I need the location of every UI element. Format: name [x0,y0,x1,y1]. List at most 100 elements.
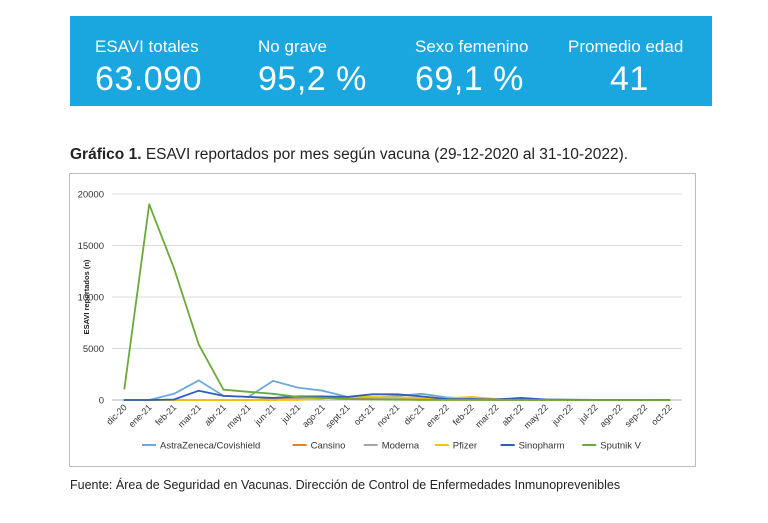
data-point [197,389,200,392]
data-point [445,399,448,401]
data-point [297,399,299,401]
data-point [197,399,200,401]
data-point [222,388,225,391]
data-point [396,395,398,397]
y-tick-label: 20000 [78,190,104,201]
data-point [123,387,126,390]
data-point [247,396,250,398]
legend-item: Pfizer [453,441,477,452]
data-point [272,380,274,382]
data-point [420,395,423,398]
x-tick-label: oct-21 [352,402,377,427]
data-point [420,398,423,401]
data-point [321,395,324,398]
x-tick-label: may-22 [522,402,550,430]
data-point [247,399,250,401]
data-point [396,398,398,401]
data-point [272,399,274,401]
kpi-value: 41 [610,60,649,98]
legend-item: AstraZeneca/Covishield [160,441,260,452]
y-tick-label: 10000 [78,293,104,304]
data-point [420,397,423,399]
y-axis-title: ESAVI reportados (n) [82,259,91,334]
chart-frame: 0 5000 10000 15000 20000 ESAVI reportados (n)… [69,173,696,467]
caption-prefix: Gráfico 1. [70,146,142,163]
data-point [346,396,349,398]
data-point [594,399,597,401]
data-point [396,393,398,396]
line-chart: 0 5000 10000 15000 20000 ESAVI reportados (n)… [78,190,682,452]
kpi-label: Promedio edad [568,37,684,56]
x-tick-label: ago-21 [300,402,327,429]
x-tick-label: jul-21 [279,402,302,425]
y-tick-label: 0 [99,396,104,407]
x-tick-label: ene-21 [127,402,154,429]
kpi-label: No grave [258,37,327,56]
data-point [346,398,349,400]
data-point [222,399,225,401]
x-tick-label: nov-21 [375,402,402,429]
source-note: Fuente: Área de Seguridad en Vacunas. Di… [70,478,621,492]
data-point [495,399,497,401]
kpi-label: Sexo femenino [415,37,529,56]
x-tick-label: mar-21 [176,402,203,429]
data-point [371,393,374,396]
kpi-value: 63.090 [95,60,202,98]
data-point [520,399,522,401]
x-tick-label: jun-21 [252,402,277,427]
data-point [272,397,274,399]
data-point [619,399,621,401]
y-tick-label: 15000 [78,241,104,252]
data-point [544,399,547,401]
data-point [197,379,200,382]
data-point [173,267,175,270]
data-point [173,392,175,395]
data-point [420,392,423,395]
data-point [470,399,473,401]
kpi-banner: ESAVI totales 63.090 No grave 95,2 % Sex… [70,16,712,106]
x-tick-label: ago-22 [598,402,625,429]
x-tick-label: sept-21 [324,402,352,430]
data-point [569,399,572,401]
x-tick-label: ene-22 [424,402,451,429]
data-point [272,392,274,395]
chart-caption: Gráfico 1. ESAVI reportados por mes segú… [70,146,628,164]
legend-item: Sinopharm [519,441,565,452]
data-point [371,398,374,401]
series-line [123,203,670,401]
x-tick-label: dic-21 [402,402,426,426]
data-point [668,399,671,401]
data-point [123,399,126,401]
data-point [371,396,374,398]
data-point [148,399,151,401]
data-point [470,396,473,398]
data-point [197,343,200,346]
data-point [643,399,646,401]
legend-item: Sputnik V [600,441,641,452]
x-tick-label: oct-22 [649,402,674,427]
y-tick-label: 5000 [83,344,104,355]
kpi-value: 69,1 % [415,60,524,98]
legend-item: Cansino [311,441,346,452]
data-point [520,397,522,399]
x-tick-label: feb-21 [153,402,178,427]
x-tick-label: jun-22 [549,402,574,427]
x-tick-label: jul-22 [576,402,599,425]
kpi-label: ESAVI totales [95,37,199,56]
data-point [321,397,324,399]
data-point [396,396,398,399]
x-tick-label: may-21 [224,402,252,430]
x-tick-label: mar-22 [473,402,500,429]
data-point [222,395,225,397]
data-point [247,390,250,393]
x-tick-label: feb-22 [451,402,476,427]
x-tick-label: dic-20 [104,402,128,426]
data-point [148,203,151,206]
data-point [173,398,175,401]
data-point [297,386,299,389]
legend-item: Moderna [382,441,420,452]
data-point [297,396,299,398]
kpi-value: 95,2 % [258,60,367,98]
data-point [321,389,324,392]
x-tick-label: sep-22 [623,402,650,429]
